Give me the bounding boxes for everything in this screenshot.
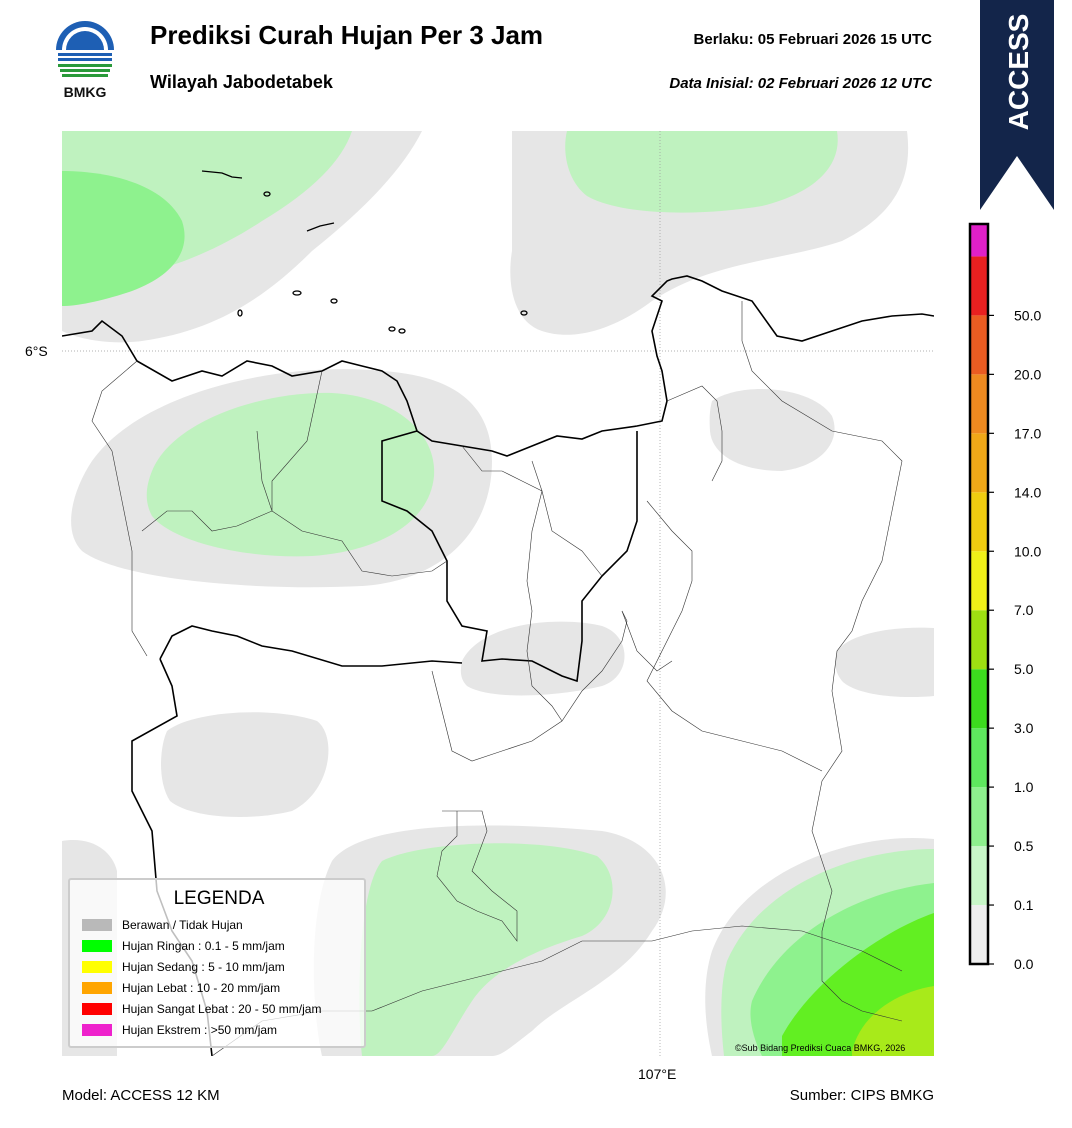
colorbar-tick-label: 0.5 [1014, 838, 1034, 854]
latitude-label: 6°S [25, 343, 48, 359]
valid-time: Berlaku: 05 Februari 2026 15 UTC [693, 31, 932, 48]
legend-swatch [82, 940, 112, 952]
banner-text: ACCESS [1003, 14, 1034, 131]
district-borders [91, 301, 903, 1056]
legend-swatch [82, 919, 112, 931]
legend-item: Hujan Sangat Lebat : 20 - 50 mm/jam [82, 1000, 321, 1018]
colorbar-segment [970, 315, 988, 375]
coastline [62, 275, 934, 457]
rainfall-map [62, 131, 934, 1056]
colorbar-scale: 0.0 0.1 0.5 1.0 3.0 5.0 7.0 10.0 14.0 17.0 20.0 50.… [968, 222, 1041, 970]
copyright-note: ©Sub Bidang Prediksi Cuaca BMKG, 2026 [735, 1043, 906, 1053]
access-banner: ACCESS [980, 0, 1054, 210]
colorbar-segment [970, 224, 988, 257]
colorbar-frame [968, 222, 990, 966]
province-border-south [159, 625, 463, 667]
province-border [381, 430, 638, 683]
legend-item: Berawan / Tidak Hujan [82, 916, 243, 934]
bmkg-logo: BMKG [56, 21, 114, 100]
region-subtitle: Wilayah Jabodetabek [150, 72, 333, 92]
legend-swatch [82, 982, 112, 994]
colorbar-tick-label: 14.0 [1014, 484, 1041, 500]
colorbar-tick-label: 50.0 [1014, 307, 1041, 323]
colorbar-tick-label: 17.0 [1014, 425, 1041, 441]
colorbar-tick-label: 10.0 [1014, 543, 1041, 559]
legend-item: Hujan Ekstrem : >50 mm/jam [82, 1021, 277, 1039]
colorbar-tick-label: 1.0 [1014, 779, 1034, 795]
moderate-rain-area [852, 986, 934, 1056]
colorbar-segment [970, 433, 988, 493]
page-title: Prediksi Curah Hujan Per 3 Jam [150, 20, 544, 50]
colorbar-segment [970, 787, 988, 847]
colorbar-segment [970, 669, 988, 729]
legend-item: Hujan Lebat : 10 - 20 mm/jam [82, 979, 280, 997]
colorbar-segment [970, 728, 988, 788]
legend-swatch [82, 1024, 112, 1036]
colorbar-segment [970, 374, 988, 434]
logo-text: BMKG [64, 84, 107, 100]
legend-box: LEGENDA Berawan / Tidak Hujan Hujan Ring… [68, 878, 366, 1048]
colorbar-tick-label: 5.0 [1014, 661, 1034, 677]
colorbar-tick-label: 0.0 [1014, 956, 1034, 970]
legend-swatch [82, 1003, 112, 1015]
source-label: Sumber: CIPS BMKG [789, 1087, 934, 1104]
legend-label: Hujan Sangat Lebat : 20 - 50 mm/jam [122, 1002, 322, 1016]
legend-label: Hujan Sedang : 5 - 10 mm/jam [122, 960, 285, 974]
colorbar-segment [970, 492, 988, 552]
longitude-label: 107°E [638, 1066, 677, 1082]
colorbar-tick-label: 20.0 [1014, 366, 1041, 382]
legend-label: Hujan Ekstrem : >50 mm/jam [122, 1023, 278, 1037]
legend-label: Berawan / Tidak Hujan [122, 918, 243, 932]
legend-title: LEGENDA [173, 888, 265, 909]
colorbar-tick-label: 3.0 [1014, 720, 1034, 736]
colorbar-tick-label: 7.0 [1014, 602, 1034, 618]
legend-item: Hujan Ringan : 0.1 - 5 mm/jam [82, 937, 285, 955]
colorbar: 0.0 0.1 0.5 1.0 3.0 5.0 7.0 10.0 14.0 17.0 20.0 50.… [968, 222, 1072, 970]
colorbar-segment [970, 846, 988, 906]
colorbar-segment [970, 905, 988, 964]
model-label: Model: ACCESS 12 KM [62, 1087, 220, 1104]
colorbar-segment [970, 551, 988, 611]
legend-label: Hujan Ringan : 0.1 - 5 mm/jam [122, 939, 285, 953]
initial-data-time: Data Inisial: 02 Februari 2026 12 UTC [669, 75, 932, 92]
legend-item: Hujan Sedang : 5 - 10 mm/jam [82, 958, 285, 976]
colorbar-segment [970, 610, 988, 670]
legend-label: Hujan Lebat : 10 - 20 mm/jam [122, 981, 281, 995]
legend-swatch [82, 961, 112, 973]
colorbar-tick-label: 0.1 [1014, 897, 1034, 913]
colorbar-segment [970, 256, 988, 316]
thousand-islands [201, 170, 528, 334]
